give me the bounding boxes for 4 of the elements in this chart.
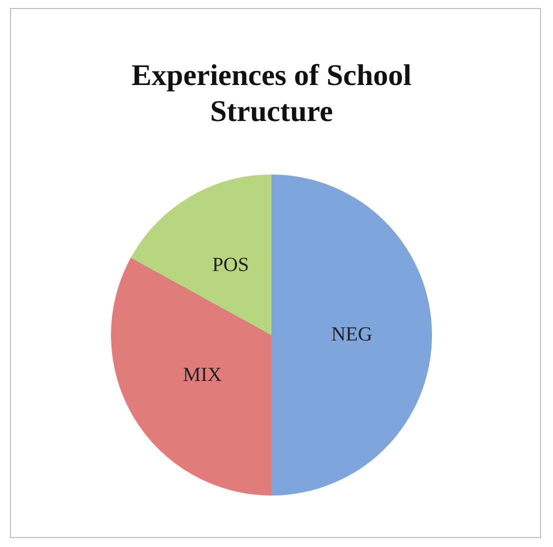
slice-label: POS xyxy=(212,254,249,276)
slice-label: NEG xyxy=(331,323,372,346)
chart-title: Experiences of School Structure xyxy=(132,58,412,128)
slice-label: MIX xyxy=(182,364,222,386)
